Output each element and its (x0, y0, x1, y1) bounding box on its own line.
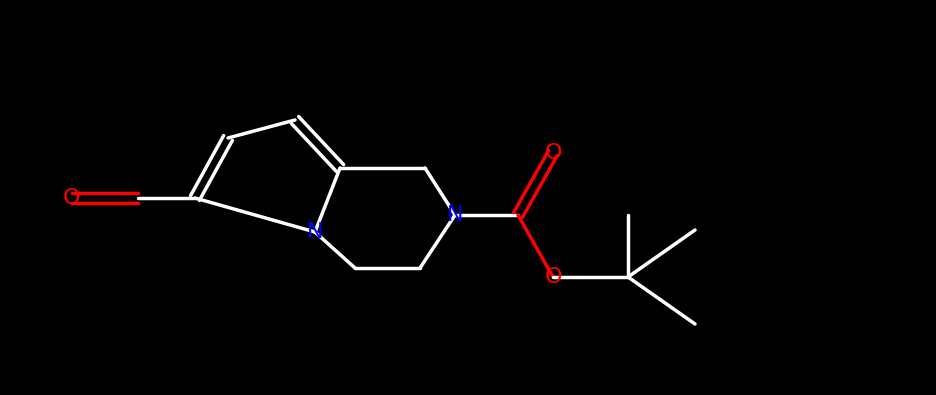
Text: N: N (307, 222, 323, 242)
Text: N: N (446, 205, 463, 225)
Text: O: O (64, 188, 80, 208)
Text: O: O (544, 143, 562, 163)
Text: O: O (544, 267, 562, 287)
